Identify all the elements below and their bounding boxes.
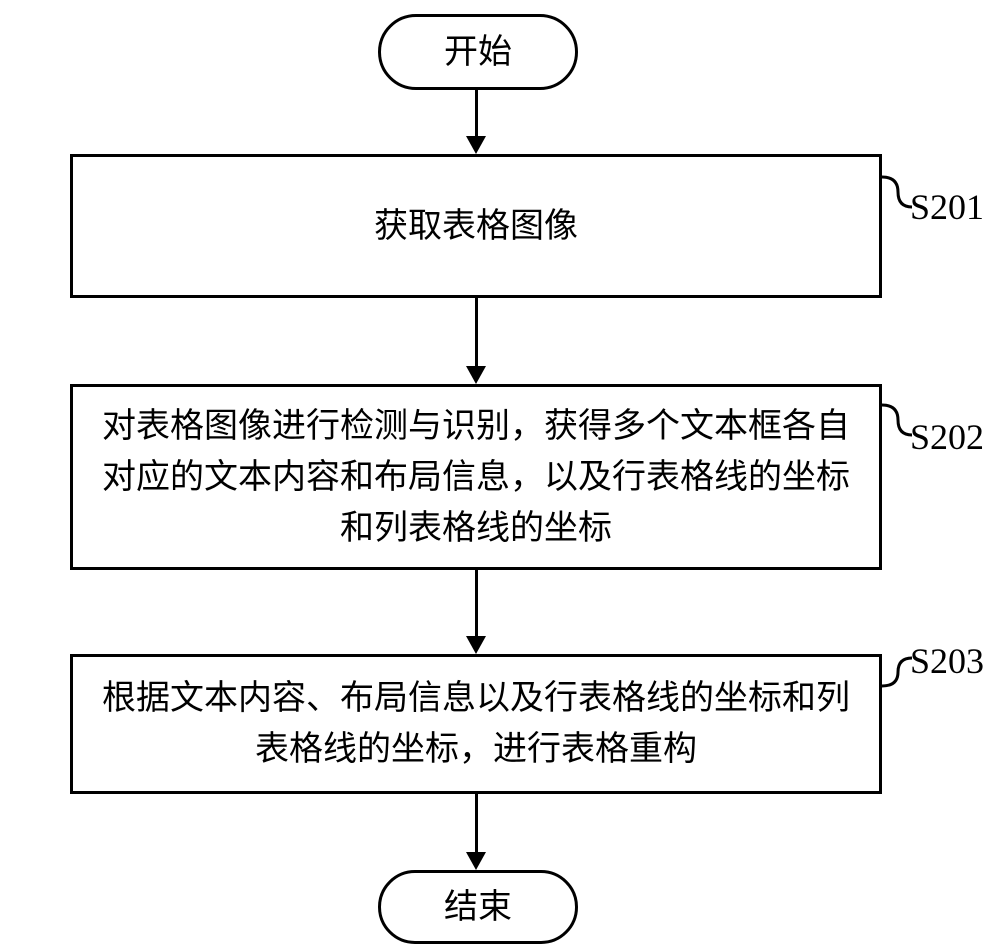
edge-s201-s202	[475, 298, 478, 366]
edge-s202-s203	[475, 570, 478, 636]
process-s201: 获取表格图像	[70, 154, 882, 298]
end-text: 结束	[444, 882, 512, 933]
end-node: 结束	[378, 870, 578, 944]
flowchart-container: 开始 获取表格图像 S201 对表格图像进行检测与识别，获得多个文本框各自对应的…	[0, 0, 1000, 946]
s201-text: 获取表格图像	[374, 201, 578, 252]
start-node: 开始	[378, 14, 578, 90]
connector-s202	[882, 400, 912, 440]
connector-s201	[882, 172, 912, 212]
s203-text: 根据文本内容、布局信息以及行表格线的坐标和列表格线的坐标，进行表格重构	[93, 673, 859, 775]
process-s202: 对表格图像进行检测与识别，获得多个文本框各自对应的文本内容和布局信息，以及行表格…	[70, 384, 882, 570]
arrowhead-s202-s203	[466, 636, 486, 654]
process-s203: 根据文本内容、布局信息以及行表格线的坐标和列表格线的坐标，进行表格重构	[70, 654, 882, 794]
label-s202: S202	[910, 416, 984, 458]
connector-s203	[882, 654, 912, 690]
s202-text: 对表格图像进行检测与识别，获得多个文本框各自对应的文本内容和布局信息，以及行表格…	[93, 401, 859, 554]
start-text: 开始	[444, 27, 512, 78]
arrowhead-s201-s202	[466, 366, 486, 384]
arrowhead-start-s201	[466, 136, 486, 154]
edge-s203-end	[475, 794, 478, 852]
arrowhead-s203-end	[466, 852, 486, 870]
label-s203: S203	[910, 640, 984, 682]
edge-start-s201	[475, 90, 478, 136]
label-s201: S201	[910, 186, 984, 228]
